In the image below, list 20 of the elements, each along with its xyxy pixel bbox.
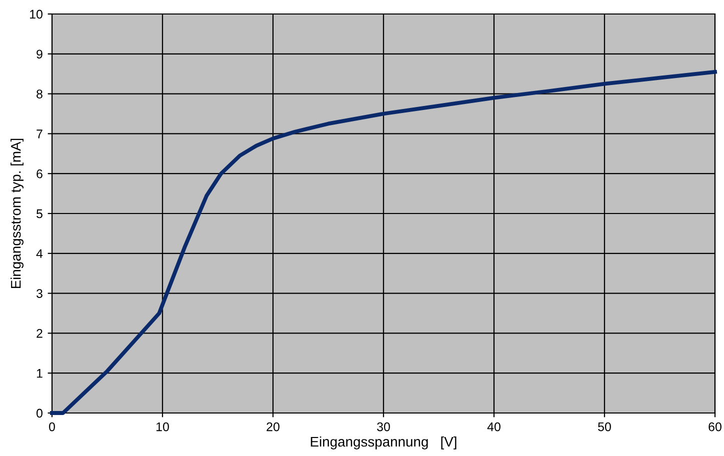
x-tick-label: 30 xyxy=(377,422,390,432)
x-tick-label: 0 xyxy=(49,422,55,432)
x-tick-label: 50 xyxy=(598,422,611,432)
y-tick-label: 1 xyxy=(36,369,42,378)
x-tick-label: 20 xyxy=(266,422,280,432)
y-tick-label: 4 xyxy=(36,249,43,258)
y-tick-label: 10 xyxy=(30,10,42,19)
y-tick-label: 0 xyxy=(36,408,42,418)
y-tick-label: 3 xyxy=(36,289,42,298)
x-tick-label: 10 xyxy=(156,422,169,432)
x-tick-label: 40 xyxy=(487,422,500,432)
y-tick-label: 7 xyxy=(36,130,42,138)
y-tick-label: 6 xyxy=(36,169,42,178)
y-tick-label: 5 xyxy=(36,209,42,218)
y-tick-label: 9 xyxy=(36,50,42,59)
y-tick-label: 2 xyxy=(36,329,42,338)
y-axis-title: Eingangsstrom typ. [mA] xyxy=(10,138,24,288)
x-tick-label: 60 xyxy=(708,422,722,432)
x-axis-title: Eingangsspannung [V] xyxy=(310,436,456,450)
y-tick-label: 8 xyxy=(36,90,42,98)
